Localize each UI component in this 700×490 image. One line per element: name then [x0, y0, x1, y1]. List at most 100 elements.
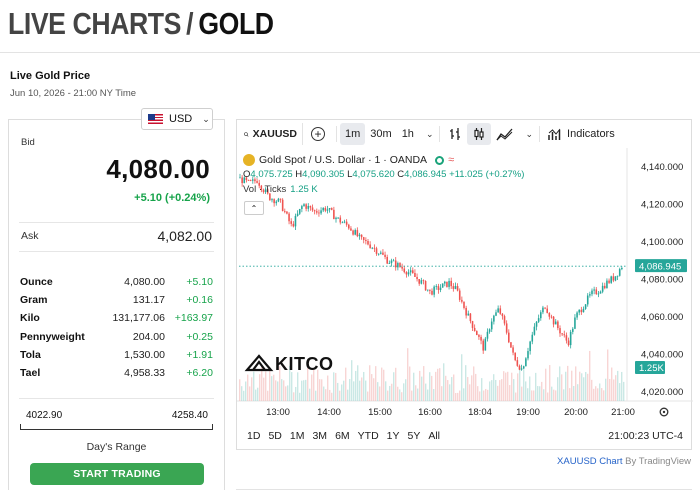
volume-bar: [507, 371, 509, 401]
candle-body: [284, 210, 286, 212]
chart-type-dropdown[interactable]: ⌄: [518, 123, 536, 145]
candles-button[interactable]: [467, 123, 492, 145]
volume-bar: [311, 374, 313, 401]
candle-body: [510, 342, 512, 348]
candle-body: [390, 260, 393, 264]
start-trading-button[interactable]: START TRADING: [30, 463, 204, 485]
candle-body: [495, 312, 497, 316]
volume-bar: [471, 375, 473, 401]
range-5y[interactable]: 5Y: [407, 430, 421, 442]
timezone-clock[interactable]: 21:00:23 UTC-4: [608, 430, 683, 442]
candle-body: [279, 198, 282, 200]
x-tick-label: 20:00: [564, 407, 588, 418]
candle-body: [616, 275, 619, 277]
day-range-high: 4258.40: [171, 410, 208, 421]
candle-body: [546, 308, 548, 313]
volume-bar: [301, 380, 303, 401]
volume-bar: [461, 354, 463, 401]
area-chart-button[interactable]: [491, 123, 518, 145]
x-tick-label: 13:00: [266, 407, 290, 418]
volume-bar: [509, 385, 511, 401]
candle-body: [352, 230, 354, 235]
market-open-icon: [435, 155, 445, 165]
volume-bar: [283, 380, 285, 401]
volume-bar: [589, 350, 591, 401]
volume-bar: [567, 365, 569, 401]
interval-30m[interactable]: 30m: [370, 128, 392, 140]
unit-row-gram: Gram 131.17 +0.16: [20, 291, 215, 309]
volume-bar: [539, 386, 541, 401]
attribution-link[interactable]: XAUUSD Chart: [557, 456, 623, 467]
volume-bar: [405, 379, 407, 401]
candle-body: [473, 327, 476, 332]
candle-body: [554, 321, 557, 325]
volume-bar: [531, 390, 533, 401]
range-all[interactable]: All: [428, 430, 441, 442]
volume-bar: [277, 381, 279, 401]
volume-bar: [337, 382, 339, 401]
candle-body: [382, 252, 384, 255]
symbol-search[interactable]: XAUUSD: [237, 123, 303, 145]
candle-body: [422, 280, 425, 282]
volume-bar: [429, 372, 431, 401]
candle-body: [243, 177, 246, 184]
candle-body: [604, 285, 606, 289]
volume-bar: [535, 372, 537, 401]
candle-body: [286, 211, 288, 214]
header-divider: [0, 52, 700, 53]
y-tick-label: 4,140.000: [641, 162, 683, 173]
range-1m[interactable]: 1M: [289, 430, 305, 442]
price-chart[interactable]: 4,140.000 4,120.000 4,100.000 4,080.000 4,06…: [237, 148, 693, 426]
interval-1h[interactable]: 1h: [401, 128, 414, 140]
chart-attribution: XAUUSD Chart By TradingView: [557, 456, 691, 467]
range-5d[interactable]: 5D: [268, 430, 282, 442]
volume-bar: [331, 392, 333, 401]
volume-bar: [373, 378, 375, 401]
candle-body: [303, 204, 305, 207]
day-range-bar: [20, 424, 213, 430]
candle-body: [486, 331, 489, 339]
volume-bar: [591, 379, 593, 401]
candle-body: [456, 286, 459, 291]
range-3m[interactable]: 3M: [312, 430, 328, 442]
candle-body: [621, 267, 623, 270]
divider: [19, 251, 214, 252]
divider: [19, 398, 214, 399]
indicators-button[interactable]: Indicators: [543, 123, 620, 145]
price-timestamp: Jun 10, 2026 - 21:00 NY Time: [10, 88, 137, 99]
candle-body: [345, 221, 348, 225]
volume-bar: [347, 389, 349, 401]
intervals-dropdown[interactable]: ⌄: [419, 123, 437, 145]
last-volume-tag: [635, 361, 665, 374]
candle-body: [557, 321, 559, 329]
candle-body: [420, 280, 423, 284]
volume-bar: [621, 371, 623, 401]
candle-body: [290, 221, 292, 224]
range-6m[interactable]: 6M: [335, 430, 350, 442]
collapse-legend-button[interactable]: ⌃: [244, 201, 264, 215]
candle-body: [305, 204, 307, 209]
currency-select[interactable]: USD ⌄: [141, 108, 213, 130]
interval-1m[interactable]: 1m: [340, 123, 366, 145]
volume-bar: [263, 377, 265, 401]
volume-bar: [475, 373, 477, 401]
volume-bar: [305, 379, 307, 401]
page-title-main: LIVE CHARTS: [8, 6, 182, 41]
candle-body: [277, 198, 280, 202]
volume-bar: [573, 386, 575, 401]
volume-bar: [561, 374, 563, 401]
bar-type-button[interactable]: [443, 123, 467, 145]
last-price-label: 4,086.945: [639, 262, 681, 273]
range-ytd[interactable]: YTD: [357, 430, 379, 442]
candle-body: [365, 239, 367, 241]
range-1y[interactable]: 1Y: [386, 430, 400, 442]
volume-bar: [387, 390, 389, 401]
candle-body: [512, 347, 514, 353]
candle-body: [309, 205, 312, 208]
compare-button[interactable]: +: [303, 123, 333, 145]
volume-bar: [611, 367, 613, 401]
volume-bar: [401, 392, 403, 401]
x-tick-label: 16:00: [418, 407, 442, 418]
range-1d[interactable]: 1D: [247, 430, 261, 442]
volume-bar: [503, 371, 505, 401]
